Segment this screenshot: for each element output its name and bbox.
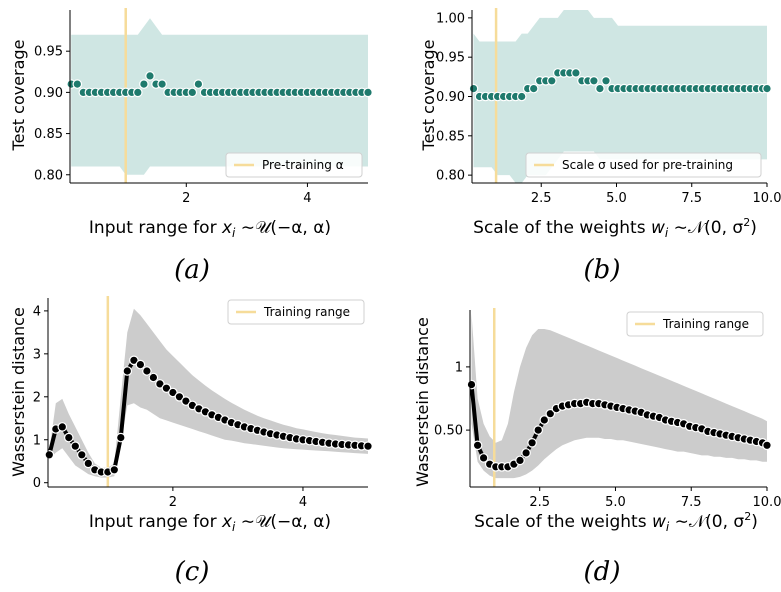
data-point xyxy=(188,88,196,96)
data-point xyxy=(528,439,536,447)
legend-label: Training range xyxy=(662,317,749,331)
caption-b: (b) xyxy=(584,255,621,285)
x-tick-label: 4 xyxy=(303,191,311,206)
x-tick-label: 7.5 xyxy=(681,191,702,206)
data-point xyxy=(530,84,538,92)
y-tick-label: 0.95 xyxy=(436,51,465,66)
x-tick-label: 2.5 xyxy=(529,495,550,510)
y-tick-label: 0.50 xyxy=(434,424,463,439)
data-point xyxy=(364,442,372,450)
data-point xyxy=(84,459,92,467)
data-point xyxy=(572,69,580,77)
panel-b: 0.80 0.85 0.90 0.95 1.00 2.5 5.0 7.5 10.0 Scale σ… xyxy=(419,8,781,285)
legend-label: Pre-training α xyxy=(262,158,344,172)
caption-a: (a) xyxy=(174,255,210,285)
y-tick-label: 0.90 xyxy=(34,86,63,101)
legend-label: Training range xyxy=(263,305,350,319)
data-point xyxy=(473,441,481,449)
ylabel-c: Wasserstein distance xyxy=(9,307,28,477)
y-tick-label: 0.85 xyxy=(34,127,63,142)
legend: Pre-training α xyxy=(226,153,362,177)
y-tick-label: 0.90 xyxy=(436,90,465,105)
data-point xyxy=(73,80,81,88)
legend-label: Scale σ used for pre-training xyxy=(562,158,733,172)
data-point xyxy=(522,449,530,457)
data-point xyxy=(158,80,166,88)
data-point xyxy=(763,441,771,449)
caption-d: (d) xyxy=(584,557,621,587)
data-point xyxy=(134,88,142,96)
y-tick-label: 1 xyxy=(33,433,41,448)
plot-d: 0.50 1 2.5 5.0 7.5 10.0 Training range xyxy=(434,308,781,510)
data-point xyxy=(58,423,66,431)
data-point xyxy=(117,433,125,441)
y-tick-label: 0.80 xyxy=(436,169,465,184)
caption-c: (c) xyxy=(175,557,210,587)
xlabel-c: Input range for xi ∼𝒰(−α, α) xyxy=(89,512,331,534)
data-point xyxy=(590,77,598,85)
x-tick-label: 2 xyxy=(182,191,190,206)
y-tick-label: 2 xyxy=(33,390,41,405)
data-point xyxy=(140,80,148,88)
data-point xyxy=(65,433,73,441)
data-point xyxy=(71,442,79,450)
legend: Training range xyxy=(228,300,364,324)
plot-a: 0.80 0.85 0.90 0.95 2 4 Pre-training α xyxy=(34,8,372,206)
data-point xyxy=(469,84,477,92)
confidence-band xyxy=(472,314,768,478)
x-tick-label: 10.0 xyxy=(753,495,781,510)
ylabel-b: Test coverage xyxy=(419,40,438,152)
xlabel-b: Scale of the weights wi ∼𝒩(0, σ2) xyxy=(473,216,757,240)
data-point xyxy=(518,92,526,100)
xlabel-d: Scale of the weights wi ∼𝒩(0, σ2) xyxy=(474,510,758,534)
xlabel-a: Input range for xi ∼𝒰(−α, α) xyxy=(89,218,331,240)
panel-c: 0 1 2 3 4 2 4 Training range Wasserstein distan… xyxy=(9,296,372,587)
plot-b: 0.80 0.85 0.90 0.95 1.00 2.5 5.0 7.5 10.0 Scale σ… xyxy=(436,8,781,206)
data-point xyxy=(364,88,372,96)
x-tick-label: 2.5 xyxy=(531,191,552,206)
y-tick-label: 0.95 xyxy=(34,45,63,60)
y-tick-label: 1.00 xyxy=(436,11,465,26)
panel-d: 0.50 1 2.5 5.0 7.5 10.0 Training range Wassers… xyxy=(413,308,781,587)
panel-a: 0.80 0.85 0.90 0.95 2 4 Pre-training α Test co… xyxy=(9,8,372,285)
x-tick-label: 7.5 xyxy=(681,495,702,510)
data-point xyxy=(146,72,154,80)
data-point xyxy=(78,451,86,459)
data-point xyxy=(516,456,524,464)
data-point xyxy=(763,84,771,92)
data-point xyxy=(110,466,118,474)
x-tick-label: 10.0 xyxy=(753,191,781,206)
data-point xyxy=(194,80,202,88)
y-tick-label: 0.80 xyxy=(34,168,63,183)
data-point xyxy=(596,84,604,92)
data-point xyxy=(149,373,157,381)
data-point xyxy=(534,426,542,434)
y-tick-label: 0 xyxy=(33,476,41,491)
y-tick-label: 1 xyxy=(455,360,463,375)
legend: Training range xyxy=(627,312,763,336)
x-tick-label: 5.0 xyxy=(605,495,626,510)
x-tick-label: 2 xyxy=(169,495,177,510)
ylabel-a: Test coverage xyxy=(9,40,28,152)
y-tick-label: 3 xyxy=(33,347,41,362)
y-tick-label: 4 xyxy=(33,304,41,319)
ylabel-d: Wasserstein distance xyxy=(413,317,432,487)
data-point xyxy=(136,360,144,368)
data-point xyxy=(548,77,556,85)
x-tick-label: 5.0 xyxy=(606,191,627,206)
plot-c: 0 1 2 3 4 2 4 Training range xyxy=(33,296,372,510)
data-point xyxy=(602,77,610,85)
data-point xyxy=(45,451,53,459)
confidence-band xyxy=(49,309,368,478)
y-tick-label: 0.85 xyxy=(436,129,465,144)
data-point xyxy=(123,367,131,375)
x-tick-label: 4 xyxy=(299,495,307,510)
data-point xyxy=(143,367,151,375)
data-point xyxy=(467,380,475,388)
legend: Scale σ used for pre-training xyxy=(526,153,761,177)
